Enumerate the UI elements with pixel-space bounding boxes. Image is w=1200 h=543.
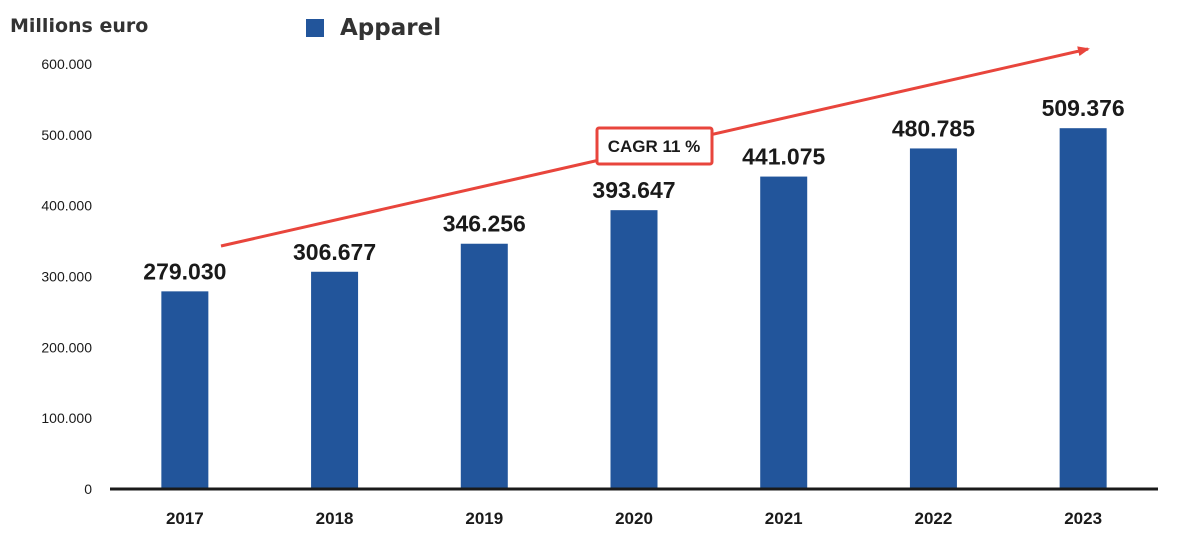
data-label: 480.785 bbox=[892, 115, 975, 141]
bar-2022 bbox=[909, 148, 957, 489]
legend: Apparel bbox=[306, 15, 441, 41]
legend-label: Apparel bbox=[340, 15, 442, 41]
y-tick-label: 500.000 bbox=[41, 127, 92, 143]
y-axis-unit-label: Millions euro bbox=[10, 15, 149, 37]
data-label: 441.075 bbox=[742, 144, 825, 170]
y-tick-label: 400.000 bbox=[41, 198, 92, 214]
y-tick-label: 100.000 bbox=[41, 410, 92, 426]
data-label: 509.376 bbox=[1042, 95, 1125, 121]
bar-2021 bbox=[760, 176, 808, 489]
data-label: 306.677 bbox=[293, 239, 376, 265]
cagr-annotation: CAGR 11 % bbox=[595, 126, 714, 166]
bar-2019 bbox=[460, 243, 508, 489]
bar-2023 bbox=[1059, 128, 1107, 489]
cagr-box bbox=[595, 126, 714, 166]
data-label: 393.647 bbox=[592, 177, 675, 203]
data-label: 279.030 bbox=[143, 258, 226, 284]
x-tick-label: 2019 bbox=[465, 509, 503, 528]
x-tick-label: 2020 bbox=[615, 509, 653, 528]
bar-2017 bbox=[161, 291, 209, 489]
legend-swatch bbox=[306, 19, 324, 37]
bar-2020 bbox=[610, 210, 658, 490]
data-label: 346.256 bbox=[443, 211, 526, 237]
x-tick-label: 2017 bbox=[166, 509, 204, 528]
y-tick-label: 200.000 bbox=[41, 339, 92, 355]
y-tick-label: 0 bbox=[84, 481, 92, 497]
y-tick-label: 300.000 bbox=[41, 269, 92, 285]
x-tick-label: 2018 bbox=[316, 509, 354, 528]
bar-2018 bbox=[311, 271, 359, 489]
x-tick-label: 2023 bbox=[1064, 509, 1102, 528]
x-tick-label: 2022 bbox=[915, 509, 953, 528]
x-tick-label: 2021 bbox=[765, 509, 803, 528]
cagr-label: CAGR 11 % bbox=[608, 137, 701, 156]
y-tick-label: 600.000 bbox=[41, 56, 92, 72]
